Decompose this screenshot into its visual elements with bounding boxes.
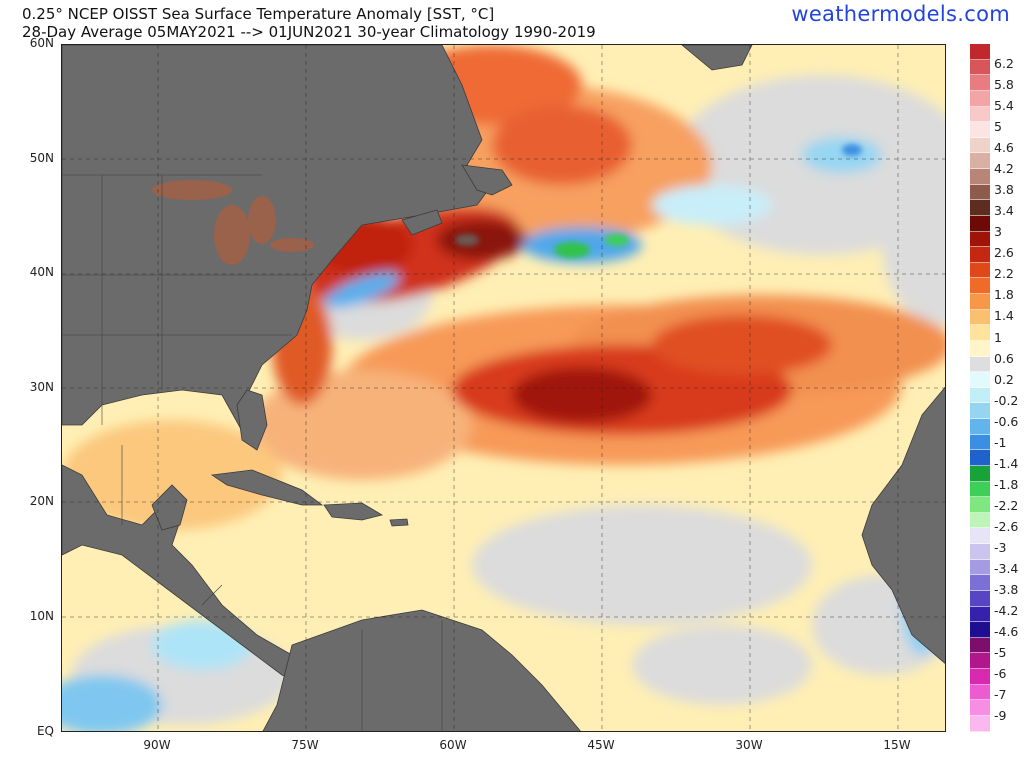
colorbar-label: -3.4 [994, 560, 1019, 576]
grid-lines [62, 45, 945, 731]
colorbar-cell [970, 434, 990, 451]
colorbar-cell [970, 622, 990, 638]
colorbar-label: -4.2 [994, 603, 1019, 619]
colorbar-cell [970, 481, 990, 498]
colorbar-label: 5.4 [994, 98, 1014, 114]
colorbar-label: -2.2 [994, 497, 1019, 513]
colorbar-label: -1.8 [994, 476, 1019, 492]
colorbar-label: -2.6 [994, 518, 1019, 534]
colorbar-label: -3.8 [994, 581, 1019, 597]
colorbar-label: 0.6 [994, 350, 1014, 366]
colorbar-cell [970, 44, 990, 60]
colorbar-label: 5 [994, 119, 1002, 135]
map-title: 0.25° NCEP OISST Sea Surface Temperature… [22, 5, 495, 23]
lat-label-eq: EQ [36, 724, 54, 738]
colorbar-cell [970, 309, 990, 326]
colorbar-cell [970, 590, 990, 607]
colorbar-cell [970, 200, 990, 216]
colorbar-label: -1 [994, 434, 1007, 450]
colorbar-cell [970, 340, 990, 357]
colorbar-cell [970, 700, 990, 716]
colorbar-label: 4.2 [994, 161, 1014, 177]
colorbar-cell [970, 231, 990, 248]
colorbar-label: 4.6 [994, 140, 1014, 156]
colorbar-label: 3.8 [994, 182, 1014, 198]
anomaly-details [455, 144, 862, 258]
lon-label-15w: 15W [883, 738, 911, 752]
colorbar-label: -9 [994, 708, 1007, 724]
colorbar-cell [970, 372, 990, 388]
lon-label-60w: 60W [439, 738, 467, 752]
colorbar-label: -5 [994, 645, 1007, 661]
lat-label-10n: 10N [29, 609, 54, 623]
colorbar-cell [970, 465, 990, 482]
colorbar-label: 1.4 [994, 308, 1014, 324]
colorbar-cell [970, 153, 990, 169]
map-subtitle: 28-Day Average 05MAY2021 --> 01JUN2021 3… [22, 23, 596, 41]
colorbar-cell [970, 122, 990, 138]
colorbar-cell [970, 294, 990, 310]
colorbar-label: 3 [994, 224, 1002, 240]
great-lakes [152, 180, 314, 265]
colorbar-cell [970, 653, 990, 669]
colorbar-cell [970, 215, 990, 232]
map-canvas [62, 45, 945, 731]
colorbar-label: 3.4 [994, 203, 1014, 219]
colorbar-label: 1.8 [994, 287, 1014, 303]
lon-label-45w: 45W [587, 738, 615, 752]
colorbar-cell [970, 669, 990, 685]
colorbar-cell [970, 356, 990, 373]
colorbar-cell [970, 684, 990, 701]
lat-label-60n: 60N [29, 36, 54, 50]
lat-label-40n: 40N [29, 265, 54, 279]
colorbar-cell [970, 559, 990, 576]
lon-label-75w: 75W [291, 738, 319, 752]
colorbar-cell [970, 106, 990, 123]
lat-label-20n: 20N [29, 494, 54, 508]
colorbar-cell [970, 512, 990, 529]
colorbar-cell [970, 450, 990, 466]
colorbar-cell [970, 715, 990, 732]
colorbar-label: 2.2 [994, 266, 1014, 282]
colorbar-label: 0.2 [994, 371, 1014, 387]
colorbar-cell [970, 528, 990, 544]
brand-link[interactable]: weathermodels.com [791, 2, 1010, 26]
colorbar-cell [970, 575, 990, 591]
colorbar-label: 2.6 [994, 245, 1014, 261]
lon-label-30w: 30W [735, 738, 763, 752]
colorbar-cell [970, 59, 990, 76]
colorbar-label: 6.2 [994, 56, 1014, 71]
colorbar [970, 44, 990, 732]
colorbar-cell [970, 419, 990, 435]
colorbar-cell [970, 262, 990, 279]
colorbar-cell [970, 325, 990, 341]
colorbar-cell [970, 637, 990, 654]
colorbar-cell [970, 184, 990, 201]
colorbar-label: -6 [994, 666, 1007, 682]
colorbar-label: -0.6 [994, 413, 1019, 429]
colorbar-label: 5.8 [994, 77, 1014, 93]
political-borders [62, 174, 443, 731]
colorbar-cell [970, 137, 990, 154]
colorbar-cell [970, 278, 990, 294]
colorbar-cell [970, 544, 990, 560]
colorbar-label: 1 [994, 329, 1002, 345]
colorbar-cell [970, 90, 990, 107]
lat-label-30n: 30N [29, 380, 54, 394]
lat-label-50n: 50N [29, 151, 54, 165]
lon-label-90w: 90W [143, 738, 171, 752]
colorbar-cell [970, 75, 990, 91]
colorbar-cell [970, 387, 990, 404]
colorbar-cell [970, 497, 990, 513]
colorbar-cell [970, 169, 990, 185]
colorbar-label: -7 [994, 687, 1007, 703]
colorbar-label: -0.2 [994, 392, 1019, 408]
colorbar-label: -3 [994, 539, 1007, 555]
sst-anomaly-map[interactable] [61, 44, 946, 732]
colorbar-cell [970, 403, 990, 419]
colorbar-cell [970, 247, 990, 263]
colorbar-label: -4.6 [994, 624, 1019, 640]
colorbar-label: -1.4 [994, 455, 1019, 471]
colorbar-cell [970, 606, 990, 623]
